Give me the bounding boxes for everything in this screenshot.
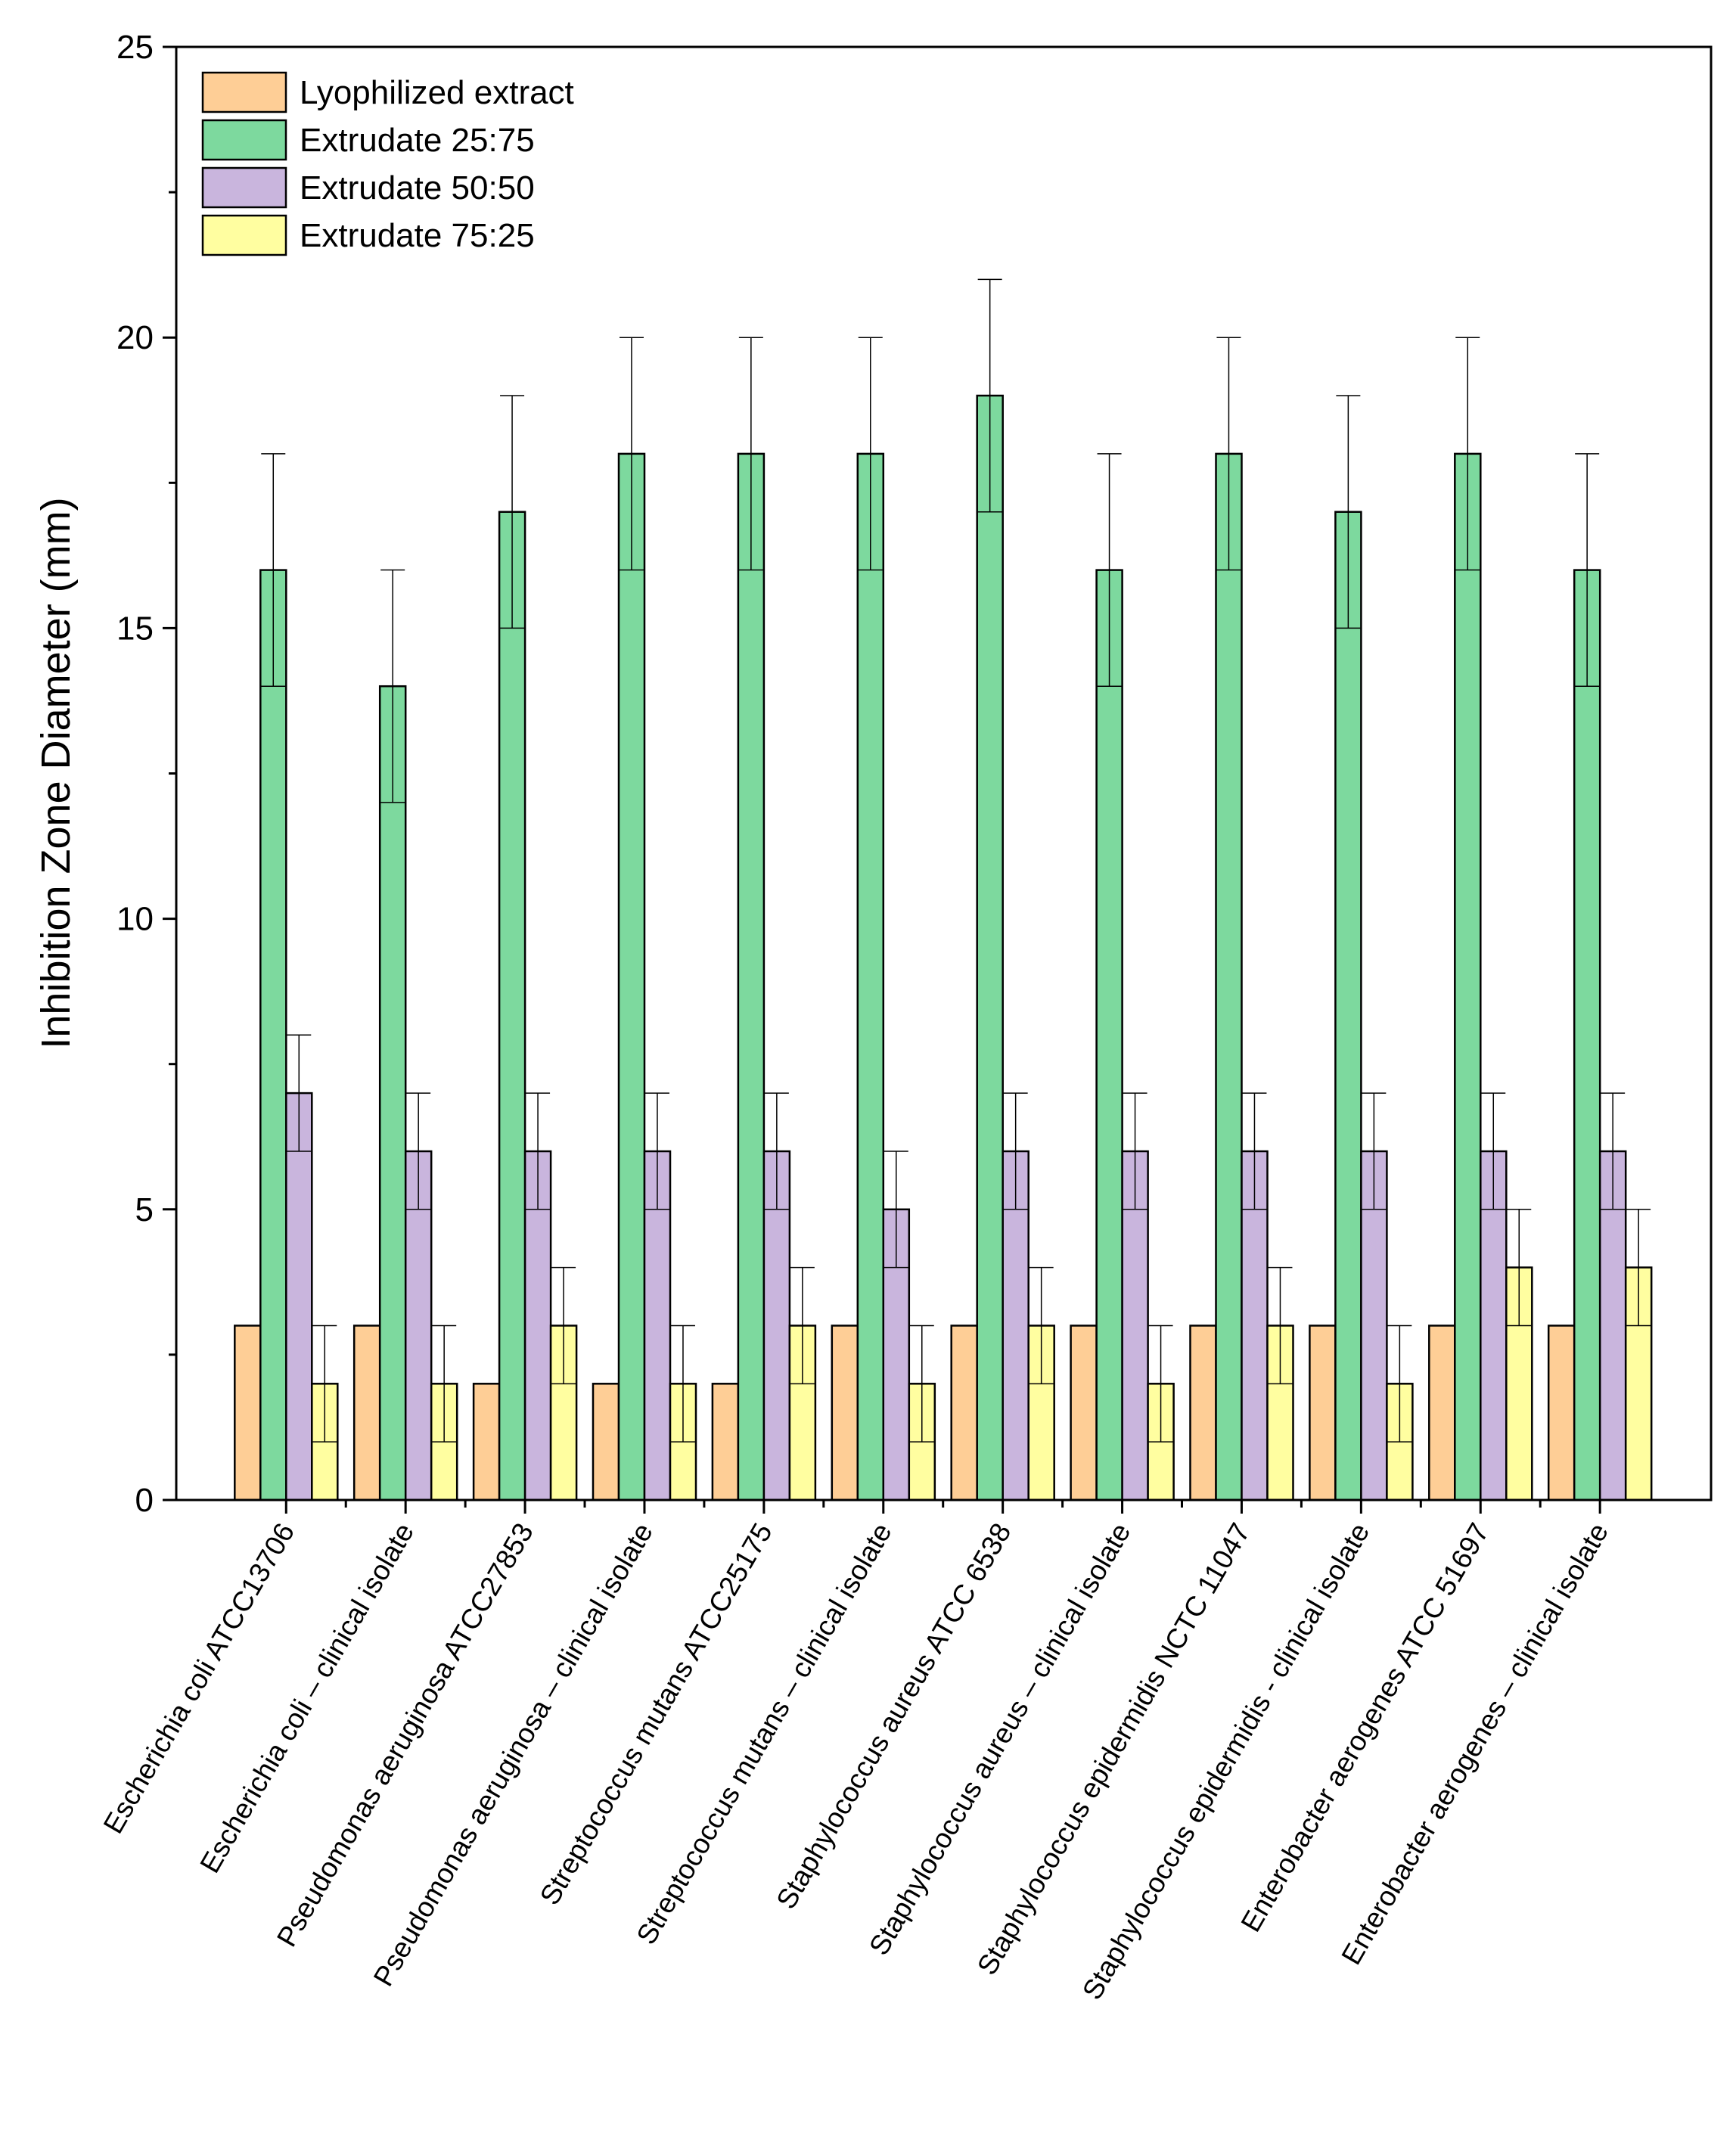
bar-s0-c6 [950, 1324, 978, 1502]
bar-s1-c0 [259, 569, 287, 1502]
bar-s1-c2 [498, 511, 526, 1502]
bars-layer [234, 394, 1653, 1502]
y-tick-label: 0 [135, 1482, 154, 1519]
bar-s1-c5 [856, 452, 885, 1502]
y-tick-label: 5 [135, 1191, 154, 1228]
bar-s1-c3 [617, 452, 646, 1502]
bar-s2-c0 [285, 1092, 313, 1502]
legend: Lyophilized extract Extrudate 25:75 Extrud… [201, 71, 574, 256]
bar-s0-c4 [711, 1383, 740, 1502]
bar-s0-c5 [831, 1324, 859, 1502]
x-tick-label: Enterobacter aerogenes – clinical isolat… [1335, 1518, 1614, 1970]
legend-label: Extrudate 25:75 [300, 122, 535, 159]
x-tick-label: Streptococcus mutans – clinical isolate [630, 1518, 897, 1950]
x-tick-label: Staphylococcus aureus ATCC 6538 [770, 1518, 1017, 1915]
x-tick-label: Streptococcus mutans ATCC25175 [534, 1518, 778, 1911]
bar-s0-c2 [472, 1383, 501, 1502]
bar-s0-c9 [1309, 1324, 1337, 1502]
bar-s1-c10 [1454, 452, 1482, 1502]
bar-s1-c7 [1095, 569, 1123, 1502]
x-tick-label: Staphylococcus epidermidis NCTC 11047 [971, 1518, 1256, 1980]
bar-s0-c10 [1428, 1324, 1456, 1502]
y-tick-label: 20 [116, 319, 154, 356]
y-axis-label: Inhibition Zone Diameter (mm) [33, 497, 79, 1048]
bar-s1-c1 [378, 685, 407, 1502]
y-tick-label: 10 [116, 901, 154, 938]
legend-label: Extrudate 50:50 [300, 169, 535, 207]
x-tick-label: Pseudomonas aeruginosa ATCC27853 [271, 1518, 539, 1952]
x-tick-label: Staphylococcus aureus – clinical isolate [863, 1518, 1136, 1961]
bar-s1-c8 [1215, 452, 1243, 1502]
error-bars-layer [261, 278, 1651, 1443]
x-tick-label: Escherichia coli – clinical isolate [194, 1518, 420, 1878]
legend-label: Lyophilized extract [300, 74, 574, 111]
bar-s1-c11 [1573, 569, 1601, 1502]
bar-s0-c8 [1189, 1324, 1217, 1502]
x-tick-label: Enterobacter aerogenes ATCC 51697 [1235, 1518, 1495, 1937]
bar-s1-c4 [737, 452, 766, 1502]
legend-swatch [201, 71, 287, 113]
bar-s0-c0 [234, 1324, 262, 1502]
bar-s0-c3 [592, 1383, 620, 1502]
legend-swatch [201, 166, 287, 209]
legend-swatch [201, 214, 287, 256]
y-tick-label: 25 [116, 29, 154, 66]
bar-s1-c9 [1334, 511, 1362, 1502]
legend-swatch [201, 119, 287, 161]
legend-label: Extrudate 75:25 [300, 217, 535, 254]
bar-s0-c11 [1547, 1324, 1576, 1502]
bar-s1-c6 [976, 394, 1004, 1502]
bar-s0-c7 [1070, 1324, 1098, 1502]
bar-s0-c1 [352, 1324, 381, 1502]
y-tick-label: 15 [116, 610, 154, 647]
